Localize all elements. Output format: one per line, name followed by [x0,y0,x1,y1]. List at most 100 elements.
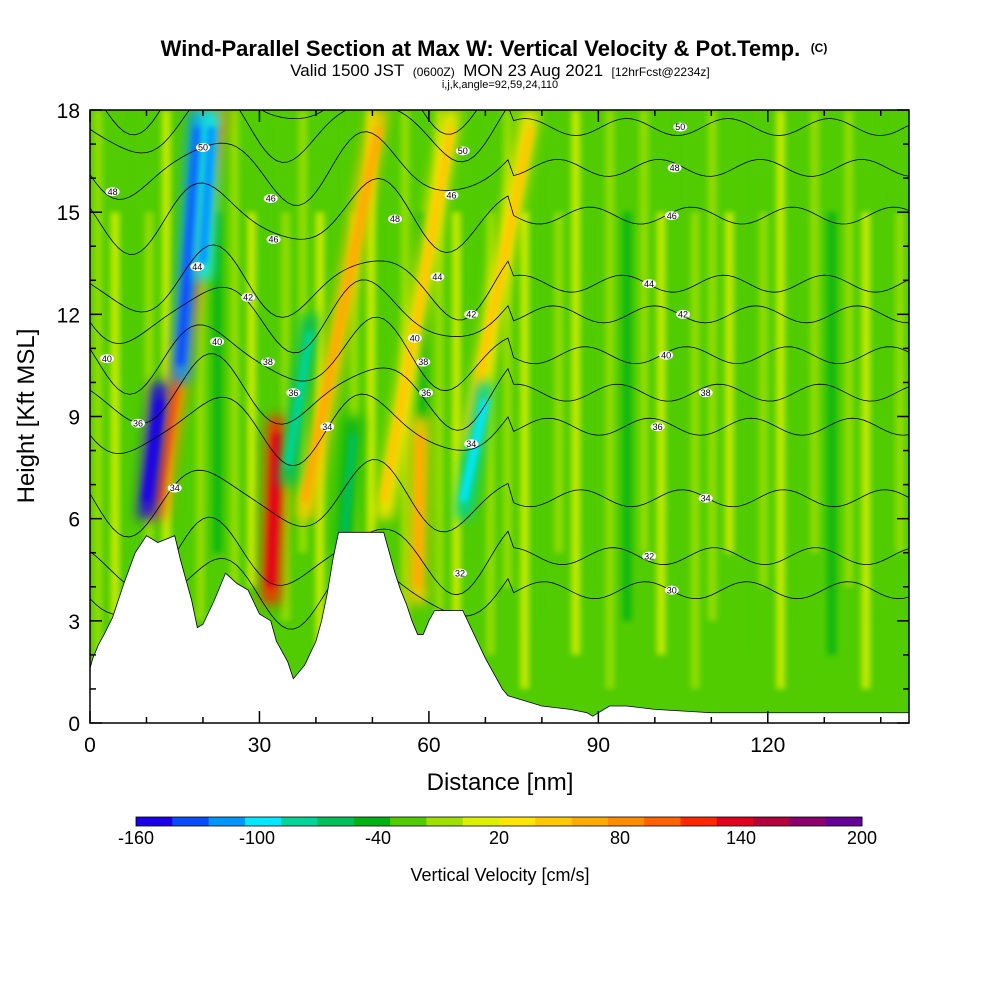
y-tick-label: 6 [68,509,80,532]
colorbar [135,816,863,827]
y-tick-label: 12 [57,304,80,327]
contour-label-bg [464,309,479,319]
theta-contour-line [90,558,909,630]
field-streak [895,212,905,553]
field-streak [537,110,547,621]
field-streak [485,212,495,655]
contour-label-bg [286,388,301,398]
contour-label-bg [664,585,679,595]
terrain-profile [90,531,909,723]
contour-label: 48 [388,214,403,224]
field-streak [707,110,717,621]
field-streak [793,212,803,621]
colorbar-swatch [136,817,173,826]
contour-label-bg [642,551,657,561]
field-streak [554,212,564,553]
colorbar-swatch [462,817,500,826]
field-streak [110,212,120,621]
contour-label-bg [266,234,281,244]
field-streak [588,212,598,587]
contour-label-bg [210,337,225,347]
contour-label-text: 42 [466,310,476,320]
contour-label-bg [455,146,470,156]
contour-label: 46 [664,211,679,221]
contour-label-bg [167,483,182,493]
contour-label: 40 [659,350,674,360]
field-streak [724,212,734,553]
colorbar-swatch [499,817,536,826]
field-streak [503,110,513,587]
contour-label: 38 [416,357,431,367]
colorbar-tick-label: 80 [610,828,630,848]
contour-label-bg [698,388,713,398]
y-tick-label: 0 [68,713,80,736]
field-streak [366,110,376,621]
axis-ticks [89,109,909,724]
contour-label-text: 36 [288,388,298,398]
contour-label-bg [464,439,479,449]
contour-label: 36 [286,388,301,398]
updraft-column-core [464,127,535,434]
contour-label-bg [642,279,657,289]
colorbar-tick-label: -40 [365,828,391,848]
contour-label: 50 [455,146,470,156]
contour-label-text: 30 [667,585,677,595]
contour-label: 44 [430,272,445,282]
contour-label-bg [241,292,256,302]
contour-label-text: 44 [432,272,442,282]
contour-label-text: 48 [670,163,680,173]
contour-label-text: 42 [243,293,253,303]
field-streak [656,212,666,655]
field-streak [178,212,188,689]
contour-label-bg [667,163,682,173]
contour-label: 36 [131,419,146,429]
contour-label: 48 [105,187,120,197]
contour-label-bg [444,190,459,200]
contour-label: 34 [167,483,182,493]
contour-label-text: 48 [390,214,400,224]
field-streak [93,110,103,689]
contour-label-bg [664,211,679,221]
y-tick-label: 15 [57,202,80,225]
theta-contour-line [90,131,909,206]
contour-label-text: 34 [322,422,332,432]
contour-label-bg [388,214,403,224]
contour-label-text: 50 [675,122,685,132]
colorbar-swatch [607,817,645,826]
y-tick-label: 3 [68,611,80,634]
contour-label-text: 34 [466,439,476,449]
colorbar-frame [135,816,863,827]
contour-label-text: 40 [661,350,671,360]
field-streak [230,110,240,655]
theta-contour-line [90,244,909,321]
contour-label-text: 32 [455,568,465,578]
x-tick-label: 60 [417,734,440,757]
contour-label-bg [430,272,445,282]
contour-label: 44 [190,262,205,272]
contour-label: 34 [320,422,335,432]
updraft-column-core [379,127,456,502]
contour-label-bg [263,194,278,204]
field-streak [741,110,751,655]
colorbar-tick-label: 20 [489,828,509,848]
contour-label-text: 34 [701,493,711,503]
contour-label-text: 40 [410,333,420,343]
contour-label-bg [676,309,691,319]
theta-contour-line [90,316,909,395]
contour-label-bg [659,350,674,360]
contour-label-text: 46 [667,211,677,221]
field-streak [861,212,871,689]
colorbar-tick-labels: -160 -100 -40 20 80 140 200 [118,828,877,848]
contour-label-text: 36 [133,419,143,429]
field-streak [878,110,888,621]
field-streak [127,110,137,553]
vertical-velocity-field [90,110,909,717]
colorbar-swatch [571,817,609,826]
contour-label-bg [320,422,335,432]
contour-label-bg [190,262,205,272]
downdraft-column-core [283,331,315,468]
colorbar-swatch [426,817,464,826]
theta-contour-line [90,110,909,163]
field-streak [673,110,683,587]
